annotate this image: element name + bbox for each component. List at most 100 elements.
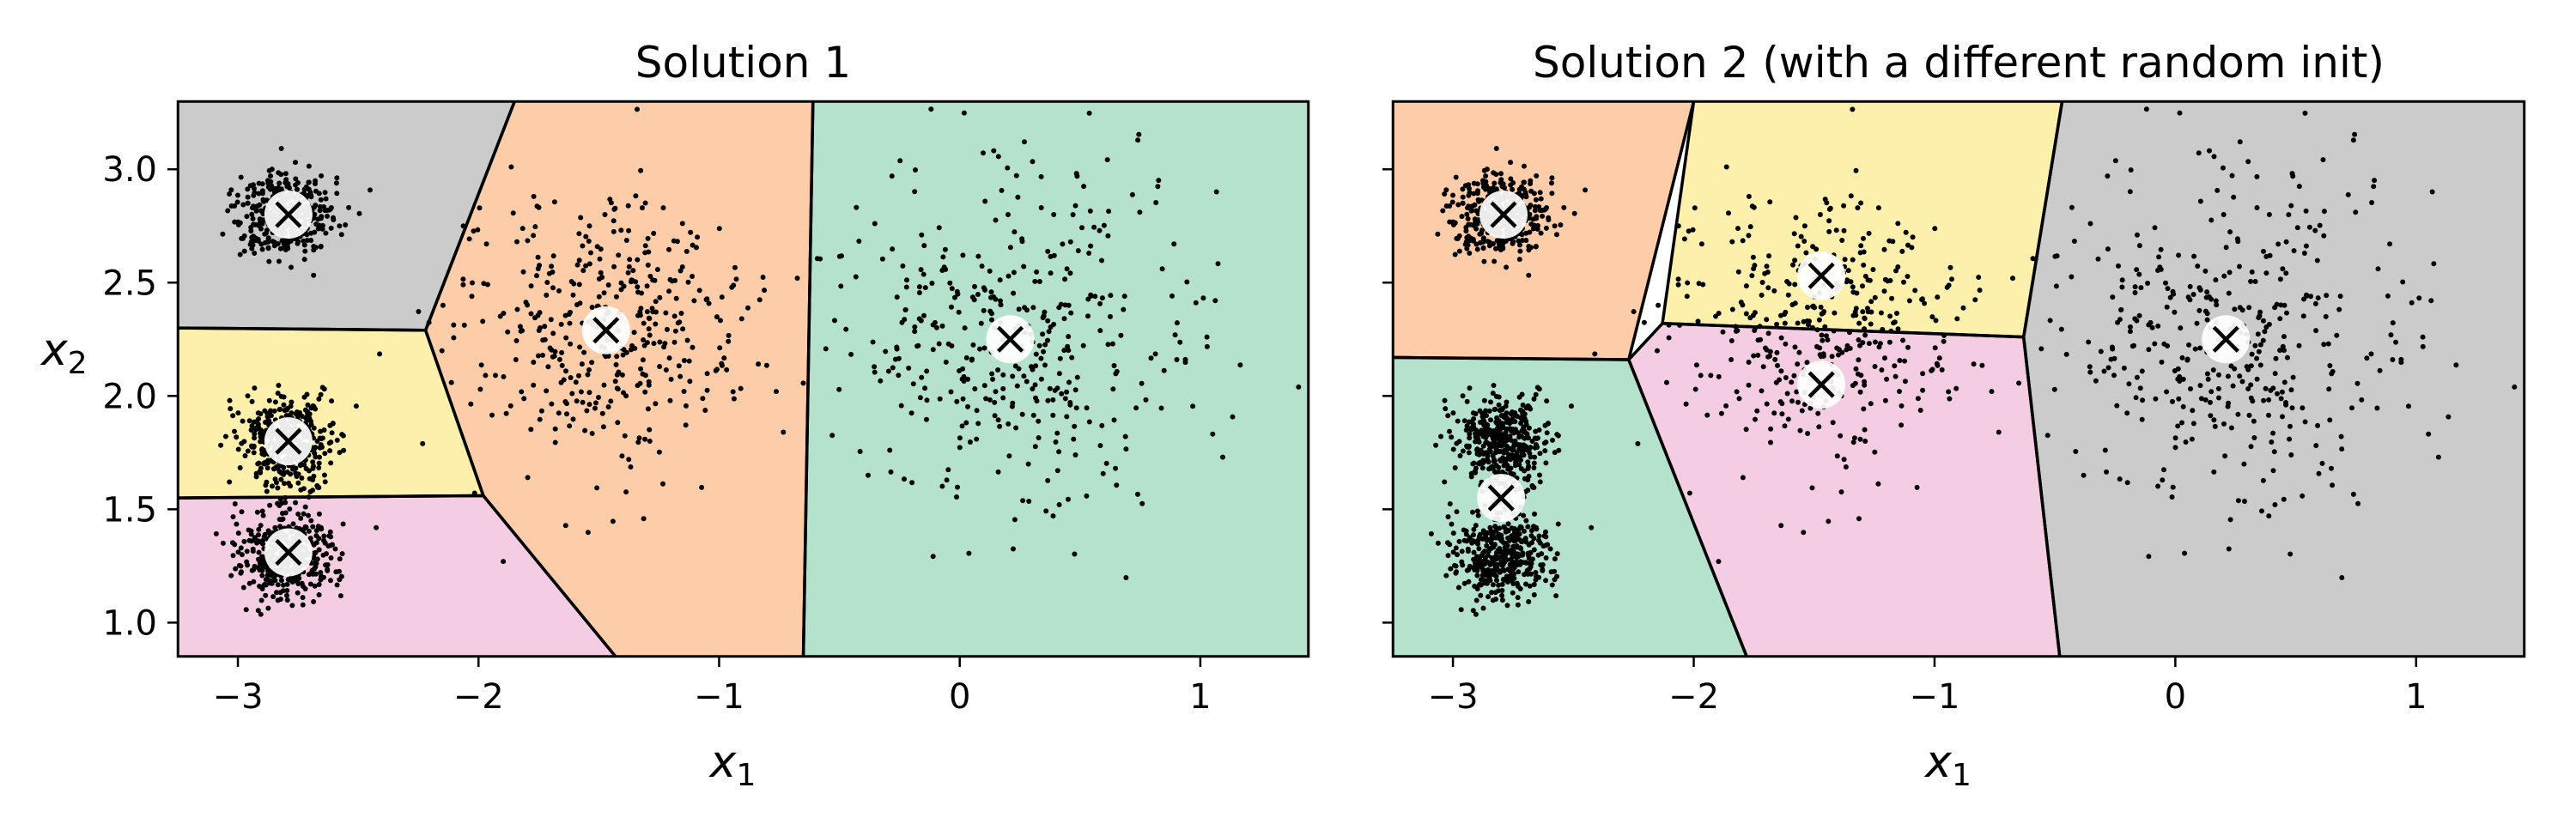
data-point — [1158, 405, 1164, 411]
data-point — [1135, 137, 1141, 143]
data-point — [1540, 213, 1546, 219]
data-point — [1483, 536, 1489, 542]
data-point — [440, 302, 446, 308]
data-point — [1453, 563, 1459, 569]
data-point — [738, 385, 744, 391]
data-point — [1527, 583, 1533, 589]
data-point — [1042, 362, 1048, 368]
data-point — [1886, 339, 1893, 345]
data-point — [475, 227, 481, 233]
data-point — [300, 595, 306, 601]
data-point — [1850, 106, 1856, 112]
data-point — [607, 197, 613, 203]
data-point — [1759, 292, 1765, 298]
data-point — [1492, 573, 1498, 579]
data-point — [270, 594, 276, 600]
data-point — [531, 382, 537, 388]
data-point — [248, 239, 254, 245]
data-point — [676, 363, 682, 369]
data-point — [1469, 425, 1475, 431]
data-point — [260, 211, 266, 216]
data-point — [2071, 239, 2077, 244]
data-point — [1161, 367, 1167, 373]
data-point — [251, 419, 257, 425]
data-point — [2169, 494, 2175, 500]
data-point — [550, 330, 556, 336]
data-point — [1677, 322, 1683, 328]
data-point — [2241, 461, 2247, 467]
data-point — [1087, 208, 1093, 214]
data-point — [1213, 189, 1219, 195]
data-point — [988, 289, 994, 295]
data-point — [1862, 379, 1868, 385]
data-point — [2160, 477, 2166, 483]
data-point — [1019, 239, 1025, 245]
data-point — [1891, 320, 1897, 326]
data-point — [1801, 239, 1807, 244]
data-point — [293, 176, 299, 182]
data-point — [1522, 163, 1527, 169]
data-point — [1853, 306, 1859, 312]
region-5 — [803, 101, 1309, 657]
data-point — [1445, 413, 1451, 419]
data-point — [1765, 270, 1771, 275]
data-point — [1464, 444, 1470, 450]
data-point — [652, 277, 658, 283]
x-tick-label: 1 — [1189, 677, 1211, 717]
data-point — [1474, 559, 1480, 565]
data-point — [1525, 477, 1531, 482]
data-point — [1777, 377, 1783, 383]
data-point — [1854, 290, 1860, 296]
data-point — [313, 245, 319, 251]
data-point — [1695, 318, 1701, 324]
data-point — [1040, 315, 1046, 321]
data-point — [1856, 320, 1862, 326]
data-point — [694, 245, 699, 251]
data-point — [1716, 373, 1722, 379]
data-point — [1473, 523, 1479, 529]
data-point — [1011, 290, 1017, 296]
data-point — [653, 321, 659, 327]
data-point — [2334, 332, 2340, 338]
data-point — [944, 477, 950, 483]
data-point — [2146, 347, 2152, 353]
data-point — [1552, 223, 1558, 229]
data-point — [2211, 154, 2217, 160]
data-point — [240, 418, 246, 424]
data-point — [1467, 419, 1472, 425]
data-point — [1474, 508, 1480, 514]
data-point — [1856, 357, 1862, 363]
data-point — [313, 454, 319, 460]
data-point — [1056, 371, 1062, 377]
data-point — [945, 467, 951, 473]
data-point — [567, 423, 573, 429]
data-point — [887, 447, 893, 453]
data-point — [1544, 398, 1550, 404]
data-point — [1939, 367, 1945, 373]
data-point — [836, 386, 842, 392]
data-point — [1056, 502, 1062, 507]
data-point — [2291, 248, 2297, 254]
data-point — [1237, 362, 1243, 368]
data-point — [1032, 278, 1038, 284]
data-point — [2287, 423, 2293, 429]
data-point — [1878, 310, 1884, 316]
data-point — [1463, 225, 1469, 230]
data-point — [1549, 191, 1555, 197]
data-point — [1497, 569, 1503, 575]
data-point — [1088, 243, 1094, 249]
data-point — [551, 199, 557, 205]
data-point — [1062, 396, 1068, 402]
data-point — [872, 364, 878, 370]
data-point — [1067, 239, 1073, 245]
data-point — [2369, 200, 2375, 205]
data-point — [1086, 110, 1092, 116]
data-point — [1204, 343, 1210, 349]
data-point — [1508, 549, 1514, 555]
data-point — [647, 439, 653, 444]
data-point — [1172, 332, 1178, 338]
data-point — [1897, 389, 1902, 394]
data-point — [685, 279, 691, 285]
data-point — [2249, 269, 2255, 275]
data-point — [2254, 376, 2260, 382]
